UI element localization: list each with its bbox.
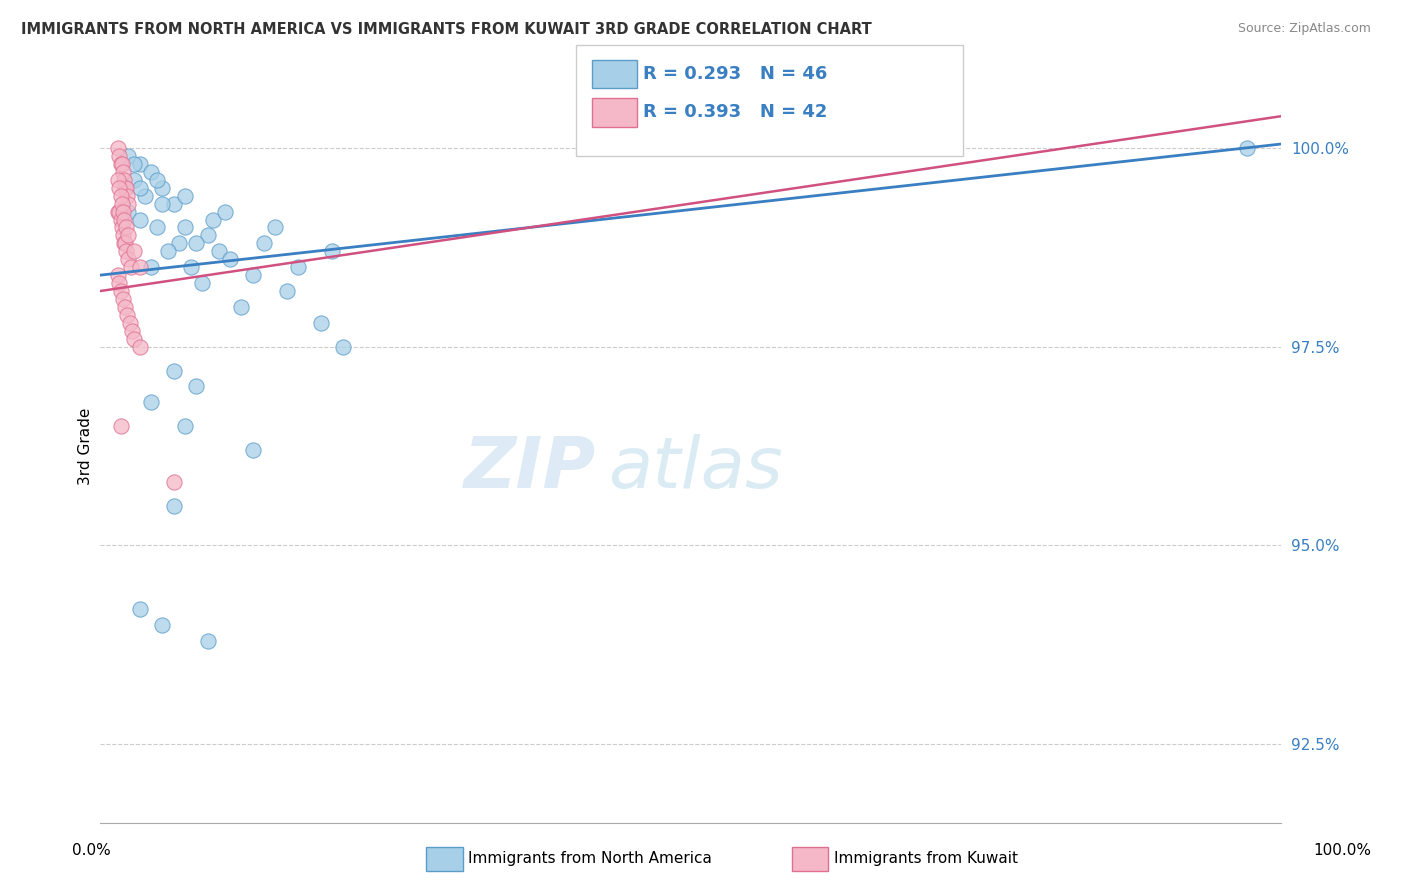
Point: [309, 316, 332, 330]
Text: ZIP: ZIP: [464, 434, 596, 503]
Point: [115, 220, 138, 235]
Text: Source: ZipAtlas.com: Source: ZipAtlas.com: [1237, 22, 1371, 36]
Point: [111, 220, 134, 235]
Point: [231, 300, 253, 314]
Point: [150, 180, 173, 194]
Point: [163, 363, 186, 377]
Text: Immigrants from Kuwait: Immigrants from Kuwait: [834, 851, 1018, 865]
Point: [180, 260, 202, 275]
Point: [242, 442, 264, 457]
Point: [115, 180, 138, 194]
Point: [156, 244, 179, 259]
Point: [191, 276, 214, 290]
Point: [174, 188, 197, 202]
Point: [197, 633, 219, 648]
Point: [163, 196, 186, 211]
Point: [111, 292, 134, 306]
Point: [111, 165, 134, 179]
Point: [197, 228, 219, 243]
Point: [108, 204, 131, 219]
Text: Immigrants from North America: Immigrants from North America: [468, 851, 711, 865]
Point: [145, 220, 167, 235]
Point: [208, 244, 231, 259]
Point: [112, 236, 135, 251]
Point: [139, 260, 162, 275]
Point: [128, 180, 150, 194]
Point: [110, 157, 132, 171]
Point: [202, 212, 225, 227]
Point: [128, 157, 150, 171]
Point: [117, 228, 139, 243]
Y-axis label: 3rd Grade: 3rd Grade: [79, 408, 93, 484]
Point: [112, 173, 135, 187]
Point: [108, 149, 131, 163]
Point: [128, 260, 150, 275]
Point: [108, 180, 131, 194]
Point: [145, 173, 167, 187]
Point: [122, 157, 145, 171]
Point: [117, 188, 139, 202]
Point: [118, 316, 141, 330]
Text: 100.0%: 100.0%: [1313, 843, 1372, 858]
Point: [108, 276, 131, 290]
Point: [134, 188, 156, 202]
Point: [117, 196, 139, 211]
Point: [264, 220, 287, 235]
Point: [121, 324, 143, 338]
Point: [186, 379, 208, 393]
Point: [128, 340, 150, 354]
Point: [139, 395, 162, 409]
Point: [120, 260, 142, 275]
Point: [242, 268, 264, 282]
Point: [115, 244, 138, 259]
Point: [110, 419, 132, 434]
Point: [276, 284, 298, 298]
Point: [332, 340, 354, 354]
Point: [107, 268, 129, 282]
Point: [122, 244, 145, 259]
Point: [117, 204, 139, 219]
Point: [111, 204, 134, 219]
Point: [110, 284, 132, 298]
Point: [186, 236, 208, 251]
Point: [163, 475, 186, 489]
Point: [110, 188, 132, 202]
Point: [174, 419, 197, 434]
Point: [139, 165, 162, 179]
Text: atlas: atlas: [607, 434, 783, 503]
Point: [107, 173, 129, 187]
Point: [107, 204, 129, 219]
Text: IMMIGRANTS FROM NORTH AMERICA VS IMMIGRANTS FROM KUWAIT 3RD GRADE CORRELATION CH: IMMIGRANTS FROM NORTH AMERICA VS IMMIGRA…: [21, 22, 872, 37]
Point: [111, 228, 134, 243]
Point: [112, 212, 135, 227]
Point: [219, 252, 242, 267]
Point: [150, 617, 173, 632]
Point: [128, 212, 150, 227]
Point: [117, 308, 139, 322]
Text: 0.0%: 0.0%: [72, 843, 111, 858]
Point: [114, 180, 136, 194]
Point: [114, 236, 136, 251]
Point: [122, 332, 145, 346]
Point: [111, 157, 134, 171]
Point: [287, 260, 309, 275]
Point: [114, 300, 136, 314]
Point: [253, 236, 276, 251]
Point: [169, 236, 191, 251]
Point: [1236, 141, 1258, 155]
Point: [174, 220, 197, 235]
Point: [321, 244, 343, 259]
Point: [122, 173, 145, 187]
Point: [128, 602, 150, 616]
Text: R = 0.293   N = 46: R = 0.293 N = 46: [643, 65, 827, 83]
Point: [163, 499, 186, 513]
Point: [117, 149, 139, 163]
Point: [110, 212, 132, 227]
Point: [111, 196, 134, 211]
Point: [117, 252, 139, 267]
Text: R = 0.393   N = 42: R = 0.393 N = 42: [643, 103, 827, 121]
Point: [150, 196, 173, 211]
Point: [107, 141, 129, 155]
Point: [214, 204, 236, 219]
